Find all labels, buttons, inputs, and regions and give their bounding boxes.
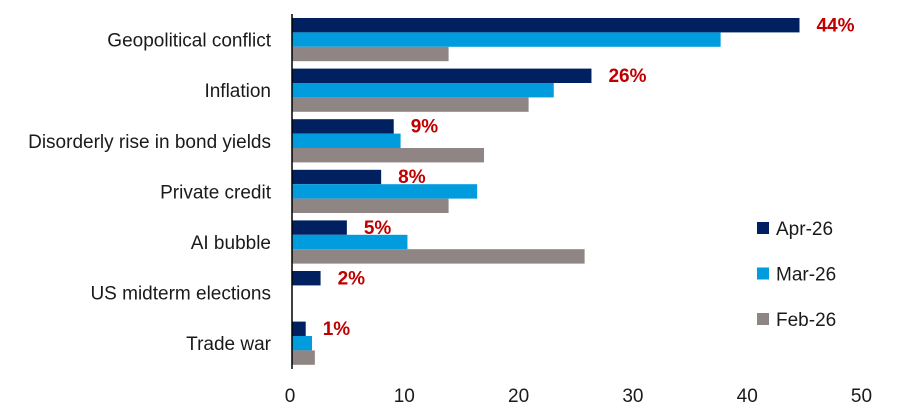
category-label-disorderly-rise-in-bond-yields: Disorderly rise in bond yields bbox=[28, 132, 271, 153]
bar-inflation-feb-26 bbox=[292, 97, 529, 112]
data-label-disorderly-rise-in-bond-yields: 9% bbox=[411, 117, 439, 138]
bar-geopolitical-conflict-mar-26 bbox=[292, 32, 721, 47]
x-tick-label-50: 50 bbox=[851, 386, 872, 407]
category-label-trade-war: Trade war bbox=[186, 334, 271, 355]
bar-disorderly-rise-in-bond-yields-feb-26 bbox=[292, 148, 485, 163]
bar-ai-bubble-feb-26 bbox=[292, 249, 585, 264]
bar-disorderly-rise-in-bond-yields-apr-26 bbox=[292, 119, 394, 134]
x-tick-label-20: 20 bbox=[508, 386, 529, 407]
legend-label-feb-26: Feb-26 bbox=[776, 310, 836, 331]
category-label-ai-bubble: AI bubble bbox=[191, 233, 271, 254]
bar-geopolitical-conflict-feb-26 bbox=[292, 46, 449, 62]
legend-swatch-apr-26 bbox=[757, 222, 769, 234]
category-label-private-credit: Private credit bbox=[160, 182, 272, 203]
bar-private-credit-mar-26 bbox=[292, 184, 478, 199]
bar-ai-bubble-mar-26 bbox=[292, 234, 408, 250]
bar-trade-war-feb-26 bbox=[292, 350, 315, 365]
category-label-geopolitical-conflict: Geopolitical conflict bbox=[107, 31, 271, 52]
bar-inflation-mar-26 bbox=[292, 83, 554, 98]
data-label-ai-bubble: 5% bbox=[364, 218, 392, 239]
bar-trade-war-apr-26 bbox=[292, 321, 306, 336]
category-label-us-midterm-elections: US midterm elections bbox=[90, 284, 271, 305]
legend-label-mar-26: Mar-26 bbox=[776, 265, 836, 286]
bars-group bbox=[292, 18, 800, 365]
legend: Apr-26 Mar-26 Feb-26 bbox=[757, 219, 836, 331]
category-label-inflation: Inflation bbox=[204, 81, 271, 102]
bar-geopolitical-conflict-apr-26 bbox=[292, 18, 800, 33]
x-tick-label-40: 40 bbox=[737, 386, 758, 407]
x-tick-label-10: 10 bbox=[394, 386, 415, 407]
bar-inflation-apr-26 bbox=[292, 68, 592, 83]
legend-swatch-mar-26 bbox=[757, 267, 769, 280]
bar-ai-bubble-apr-26 bbox=[292, 220, 347, 235]
bar-trade-war-mar-26 bbox=[292, 336, 313, 351]
x-tick-label-30: 30 bbox=[622, 386, 643, 407]
legend-swatch-feb-26 bbox=[757, 313, 769, 325]
data-labels: 44% 26% 9% 8% 5% 2% 1% bbox=[323, 15, 855, 340]
category-labels: Geopolitical conflict Inflation Disorderly… bbox=[28, 31, 272, 356]
data-label-inflation: 26% bbox=[608, 66, 646, 87]
bar-private-credit-apr-26 bbox=[292, 169, 382, 185]
bar-us-midterm-elections-apr-26 bbox=[292, 271, 321, 286]
legend-label-apr-26: Apr-26 bbox=[776, 219, 833, 240]
data-label-us-midterm-elections: 2% bbox=[338, 268, 366, 289]
data-label-geopolitical-conflict: 44% bbox=[816, 15, 854, 36]
data-label-trade-war: 1% bbox=[323, 319, 351, 340]
data-label-private-credit: 8% bbox=[398, 167, 426, 188]
bar-private-credit-feb-26 bbox=[292, 198, 449, 213]
x-axis-ticks: 0 10 20 30 40 50 bbox=[285, 386, 872, 407]
x-tick-label-0: 0 bbox=[285, 386, 296, 407]
bar-disorderly-rise-in-bond-yields-mar-26 bbox=[292, 133, 401, 148]
